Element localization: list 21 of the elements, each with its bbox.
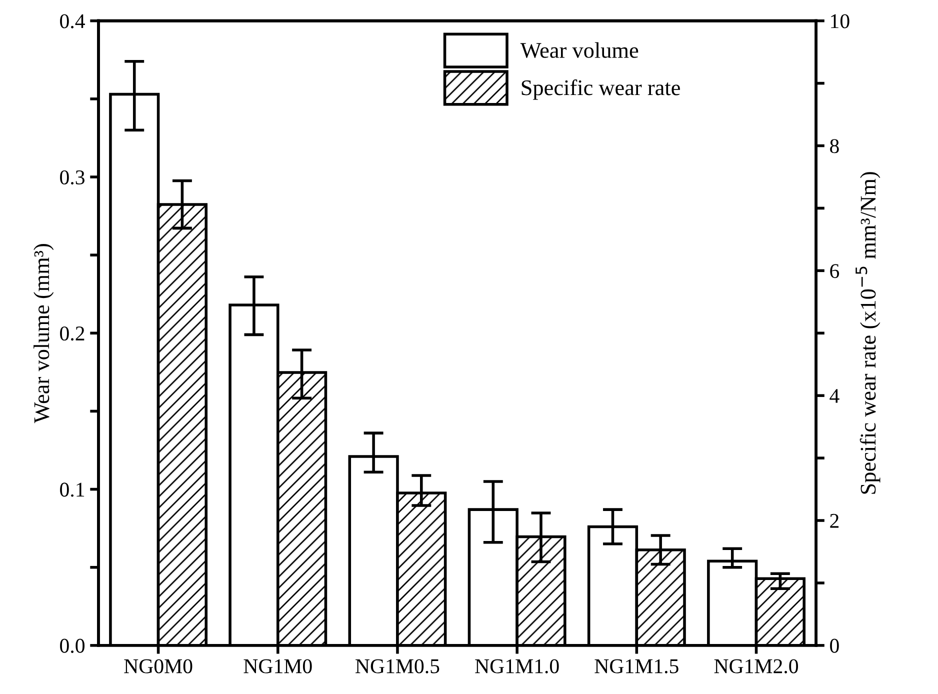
y2-tick-label: 4 <box>830 389 840 403</box>
y2-axis-title: Specific wear rate (x10$^{−5}$ mm³/Nm) <box>856 172 880 494</box>
y-tick-label: 0.3 <box>60 170 84 184</box>
y-tick-label: 0.2 <box>60 326 84 341</box>
y2-tick-label: 8 <box>830 139 839 154</box>
y-tick-label: 0.1 <box>60 482 84 497</box>
y2-tick-label: 2 <box>830 514 839 528</box>
y-tick-label: 0.0 <box>60 638 84 653</box>
y2-tick-label: 6 <box>830 264 840 278</box>
x-tick-label: NG1M0.5 <box>356 659 440 674</box>
x-tick-label: NG1M0 <box>244 659 312 674</box>
x-tick-label: NG1M2.0 <box>714 659 798 674</box>
legend-label: Specific wear rate <box>522 79 680 100</box>
y2-tick-label: 0 <box>830 638 839 653</box>
x-tick-label: NG0M0 <box>124 659 192 674</box>
y-tick-label: 0.4 <box>60 14 85 28</box>
y-axis-title: Wear volume (mm³) <box>34 244 54 424</box>
legend-label: Wear volume <box>520 42 638 58</box>
x-tick-label: NG1M1.0 <box>475 659 559 674</box>
y2-tick-label: 10 <box>831 14 850 28</box>
x-tick-label: NG1M1.5 <box>594 659 678 674</box>
